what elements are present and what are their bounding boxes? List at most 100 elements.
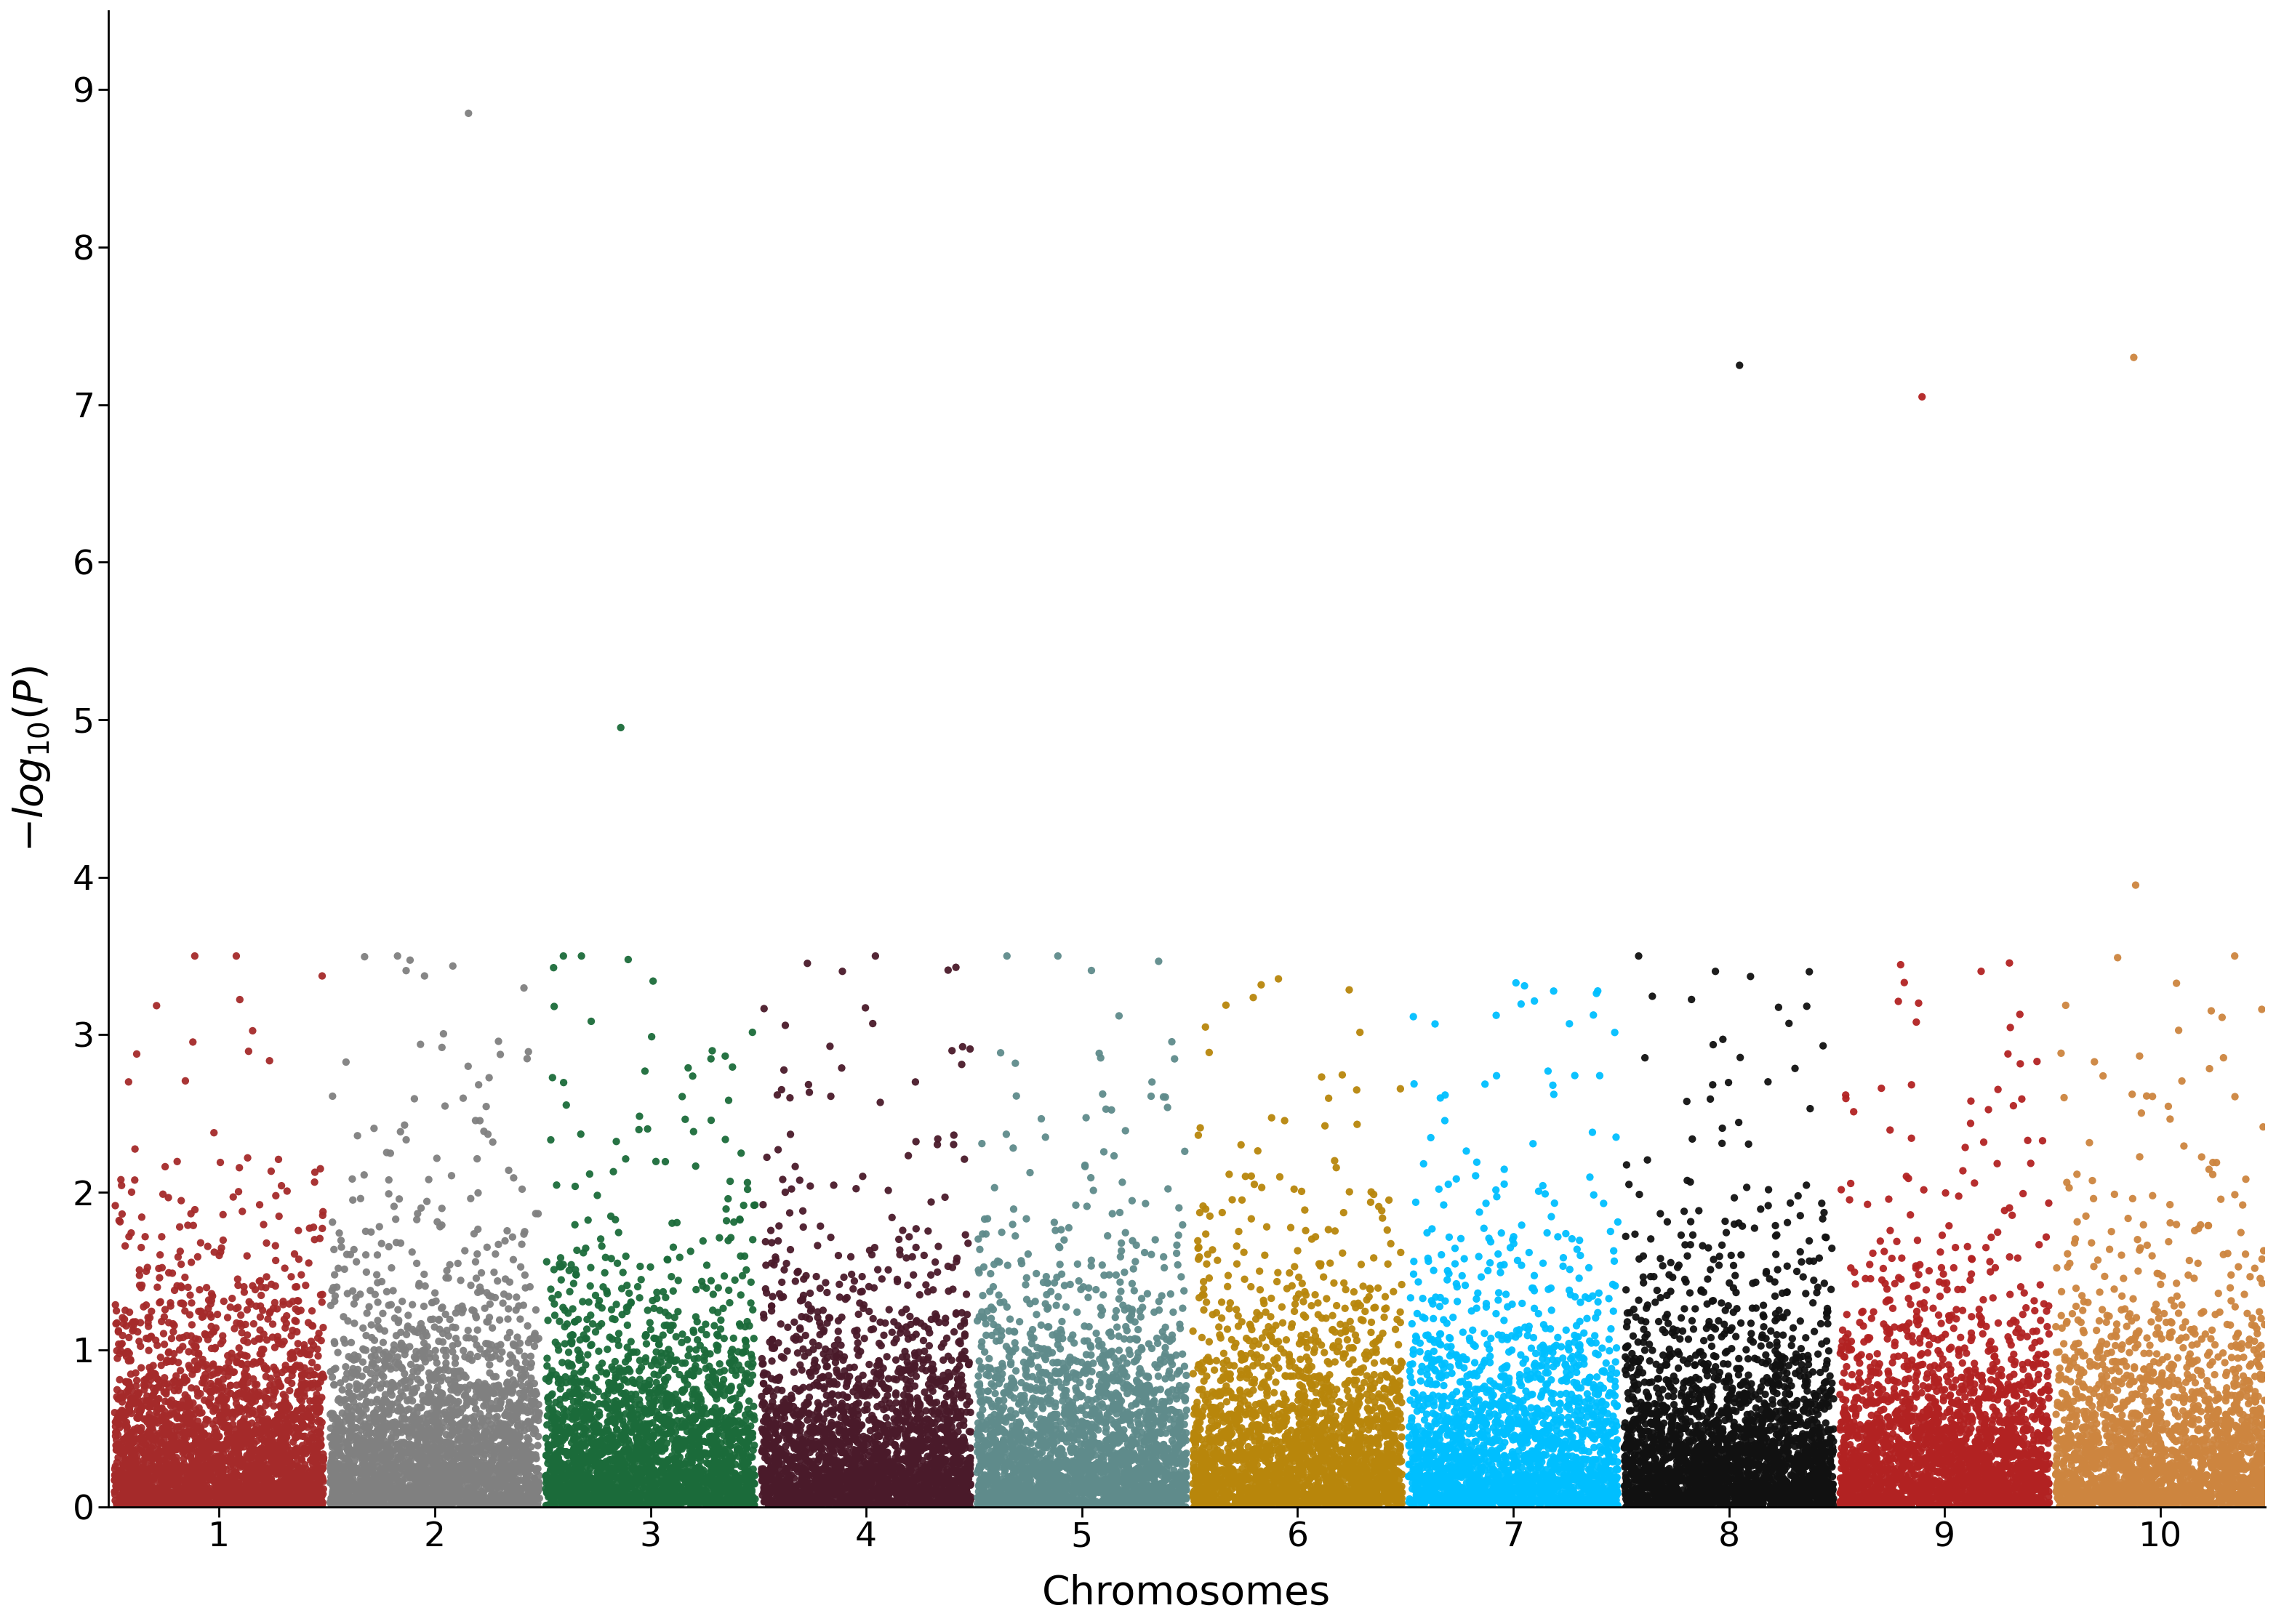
Point (1450, 1491, 1486, 1517)
Point (196, 1376, 232, 1402)
Point (155, 1489, 191, 1515)
Point (2226, 1345, 2262, 1371)
Point (1718, 1492, 1755, 1518)
Point (378, 1492, 414, 1518)
Point (594, 1484, 630, 1510)
Point (1809, 1468, 1846, 1494)
Point (241, 1397, 278, 1423)
Point (271, 1418, 307, 1444)
Point (412, 1385, 448, 1411)
Point (2233, 1489, 2269, 1515)
Point (1013, 1489, 1049, 1515)
Point (1623, 1460, 1659, 1486)
Point (1498, 970, 1534, 996)
Point (696, 1442, 733, 1468)
Point (1254, 1317, 1290, 1343)
Point (1418, 1426, 1454, 1452)
Point (396, 1453, 432, 1479)
Point (1712, 1439, 1748, 1465)
Point (1750, 1483, 1787, 1509)
Point (1174, 1471, 1211, 1497)
Point (1923, 1447, 1960, 1473)
Point (266, 1492, 303, 1518)
Point (1716, 1212, 1753, 1237)
Point (762, 1494, 799, 1520)
Point (2130, 1361, 2167, 1387)
Point (1882, 1491, 1919, 1517)
Point (225, 1491, 262, 1517)
Point (273, 1371, 310, 1397)
Point (1768, 1486, 1805, 1512)
Point (1400, 1439, 1436, 1465)
Point (933, 1470, 970, 1496)
Point (473, 1483, 510, 1509)
Point (1136, 1380, 1172, 1406)
Point (209, 1449, 246, 1475)
Point (278, 1405, 314, 1431)
Point (1341, 1427, 1377, 1453)
Point (316, 1450, 353, 1476)
Point (1718, 1460, 1755, 1486)
Point (546, 1483, 583, 1509)
Point (494, 1457, 530, 1483)
Point (1634, 1338, 1671, 1364)
Point (1118, 1476, 1154, 1502)
Point (844, 1466, 881, 1492)
Point (1757, 1483, 1793, 1509)
Point (605, 1492, 642, 1518)
Point (510, 1442, 546, 1468)
Point (369, 1455, 405, 1481)
Point (2194, 1431, 2230, 1457)
Point (419, 1460, 455, 1486)
Point (842, 1473, 879, 1499)
Point (1866, 1489, 1903, 1515)
Point (1557, 1285, 1593, 1311)
Point (360, 1270, 396, 1296)
Point (1311, 1489, 1347, 1515)
Point (480, 1470, 517, 1496)
Point (997, 1457, 1033, 1483)
Point (1841, 1468, 1878, 1494)
Point (1680, 1475, 1716, 1501)
Point (2051, 1392, 2087, 1418)
Point (626, 1418, 662, 1444)
Point (1306, 1410, 1343, 1436)
Point (1725, 1434, 1762, 1460)
Point (1682, 1457, 1718, 1483)
Point (1006, 1382, 1042, 1408)
Point (926, 1447, 963, 1473)
Point (1247, 1489, 1284, 1515)
Point (1145, 1405, 1181, 1431)
Point (1907, 1479, 1944, 1505)
Point (1548, 1481, 1584, 1507)
Point (1992, 1436, 2028, 1462)
Point (394, 1492, 430, 1518)
Point (1964, 1367, 2001, 1393)
Point (1065, 1359, 1102, 1385)
Point (1987, 1424, 2023, 1450)
Point (958, 1432, 995, 1458)
Point (1889, 1348, 1925, 1374)
Point (323, 1476, 360, 1502)
Point (833, 1410, 869, 1436)
Point (1896, 1328, 1932, 1354)
Point (462, 1337, 498, 1363)
Point (858, 1429, 894, 1455)
Point (2228, 1423, 2265, 1449)
Point (2005, 1491, 2042, 1517)
Point (1980, 1460, 2017, 1486)
Point (1894, 1408, 1930, 1434)
Point (469, 1434, 505, 1460)
Point (228, 1364, 264, 1390)
Point (1111, 1466, 1147, 1492)
Point (1882, 1406, 1919, 1432)
Point (2226, 1436, 2262, 1462)
Point (683, 1397, 719, 1423)
Point (1807, 1356, 1844, 1382)
Point (637, 1462, 674, 1488)
Point (1621, 1406, 1657, 1432)
Point (1885, 1473, 1921, 1499)
Point (712, 1488, 749, 1514)
Point (1609, 1346, 1646, 1372)
Point (1470, 1491, 1507, 1517)
